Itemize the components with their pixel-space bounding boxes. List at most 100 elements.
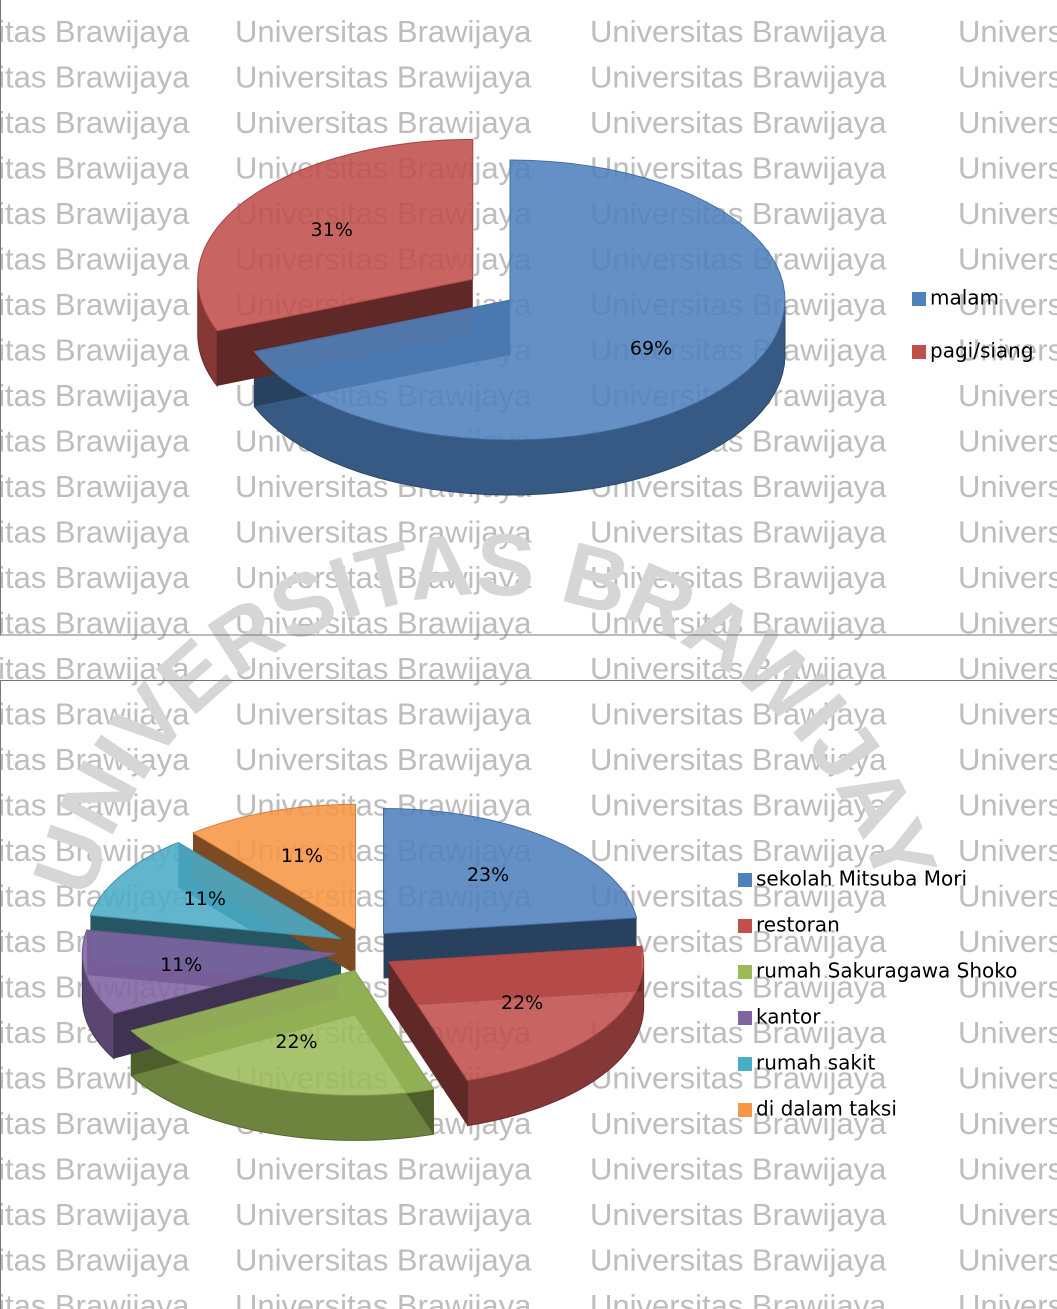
watermark-text: Universitas Brawijaya xyxy=(590,105,887,140)
watermark-text: Universitas Brawijaya xyxy=(958,60,1057,95)
chart-frame xyxy=(0,680,1057,1309)
watermark-text: Universitas Brawijaya xyxy=(235,697,532,732)
watermark-text: Universitas Brawijaya xyxy=(235,1152,532,1187)
legend-label: malam xyxy=(930,286,999,310)
watermark-text: Universitas Brawijaya xyxy=(958,242,1057,277)
watermark-text: Universitas Brawijaya xyxy=(0,697,190,732)
watermark-text: Universitas Brawijaya xyxy=(958,833,1057,868)
watermark-text: Universitas Brawijaya xyxy=(0,14,190,49)
watermark-text: Universitas Brawijaya xyxy=(958,1061,1057,1096)
data-label: 22% xyxy=(501,992,543,1014)
data-label: 11% xyxy=(281,845,323,867)
watermark-text: Universitas Brawijaya xyxy=(958,424,1057,459)
watermark-text: Universitas Brawijaya xyxy=(0,424,190,459)
watermark-text: Universitas Brawijaya xyxy=(958,1152,1057,1187)
legend-swatch xyxy=(912,292,926,306)
legend-label: pagi/siang xyxy=(930,339,1034,363)
watermark-text: Universitas Brawijaya xyxy=(0,742,190,777)
watermark-text: Universitas Brawijaya xyxy=(958,14,1057,49)
watermark-text: Universitas Brawijaya xyxy=(958,333,1057,368)
watermark-text: Universitas Brawijaya xyxy=(958,742,1057,777)
legend-label: rumah Sakuragawa Shoko xyxy=(756,959,1017,983)
legend-label: di dalam taksi xyxy=(756,1097,897,1121)
watermark-text: Universitas Brawijaya xyxy=(0,151,190,186)
watermark-text: Universitas Brawijaya xyxy=(235,515,532,550)
slice xyxy=(387,945,645,1082)
watermark-text: Universitas Brawijaya xyxy=(0,1288,190,1309)
data-label: 11% xyxy=(184,888,226,910)
watermark-text: Universitas Brawijaya xyxy=(958,1243,1057,1278)
watermark-text: Universitas Brawijaya xyxy=(958,697,1057,732)
legend-swatch xyxy=(738,1057,752,1071)
watermark-text: Universitas Brawijaya xyxy=(958,970,1057,1005)
watermark-text: Universitas Brawijaya xyxy=(0,1197,190,1232)
watermark-text: Universitas Brawijaya xyxy=(0,60,190,95)
watermark-text: Universitas Brawijaya xyxy=(958,196,1057,231)
watermark-text: Universitas Brawijaya xyxy=(590,1243,887,1278)
watermark-text: Universitas Brawijaya xyxy=(958,1288,1057,1309)
legend-label: kantor xyxy=(756,1005,821,1029)
watermark-text: Universitas Brawijaya xyxy=(0,515,190,550)
watermark-text: Universitas Brawijaya xyxy=(0,287,190,322)
watermark-text: Universitas Brawijaya xyxy=(958,560,1057,595)
watermark-text: Universitas Brawijaya xyxy=(590,1197,887,1232)
watermark-text: Universitas Brawijaya xyxy=(590,14,887,49)
data-label: 69% xyxy=(630,337,672,359)
watermark-text: Universitas Brawijaya xyxy=(590,833,887,868)
legend-swatch xyxy=(738,919,752,933)
legend-swatch xyxy=(738,1103,752,1117)
watermark-text: Universitas Brawijaya xyxy=(0,105,190,140)
watermark-text: Universitas Brawijaya xyxy=(590,788,887,823)
legend-label: rumah sakit xyxy=(756,1051,875,1075)
watermark-text: Universitas Brawijaya xyxy=(235,105,532,140)
watermark-text: Universitas Brawijaya xyxy=(0,469,190,504)
watermark-text: Universitas Brawijaya xyxy=(235,1288,532,1309)
watermark-text: Universitas Brawijaya xyxy=(958,1106,1057,1141)
watermark-text: Universitas Brawijaya xyxy=(958,788,1057,823)
data-label: 23% xyxy=(467,864,509,886)
watermark-text: Universitas Brawijaya xyxy=(590,1152,887,1187)
slice xyxy=(130,969,435,1096)
data-label: 31% xyxy=(311,219,353,241)
legend-label: restoran xyxy=(756,913,840,937)
slice xyxy=(253,159,786,441)
legend-swatch xyxy=(738,873,752,887)
charts: 69% 31% malam pagi/siang 23% 22% 22% 11% 11% 11% s… xyxy=(81,138,1034,1141)
legend-swatch xyxy=(738,965,752,979)
watermark-text: Universitas Brawijaya xyxy=(590,742,887,777)
watermark-text: Universitas Brawijaya xyxy=(0,378,190,413)
watermark-text: Universitas Brawijaya xyxy=(235,742,532,777)
watermark-text: Universitas Brawijaya xyxy=(0,333,190,368)
watermark-text: Universitas Brawijaya xyxy=(0,1106,190,1141)
watermark-text: Universitas Brawijaya xyxy=(0,788,190,823)
slice-cut xyxy=(388,961,468,1126)
watermark-text: Universitas Brawijaya xyxy=(958,287,1057,322)
watermark-text: Universitas Brawijaya xyxy=(235,1197,532,1232)
watermark-text: Universitas Brawijaya xyxy=(0,196,190,231)
legend-swatch xyxy=(912,345,926,359)
watermark-text: Universitas Brawijaya xyxy=(0,1152,190,1187)
slice xyxy=(383,808,638,935)
watermark-text: Universitas Brawijaya xyxy=(958,924,1057,959)
watermark-text: Universitas Brawijaya xyxy=(235,14,532,49)
watermark-text: Universitas Brawijaya xyxy=(958,378,1057,413)
legend-swatch xyxy=(738,1011,752,1025)
watermark-text: Universitas Brawijaya xyxy=(590,60,887,95)
watermark-text: Universitas Brawijaya xyxy=(0,1243,190,1278)
watermark-text: Universitas Brawijaya xyxy=(958,151,1057,186)
watermark-text: Universitas Brawijaya xyxy=(590,560,887,595)
watermark-text: Universitas Brawijaya xyxy=(0,242,190,277)
watermark-text: Universitas Brawijaya xyxy=(235,60,532,95)
slice xyxy=(89,841,342,940)
watermark-text: Universitas Brawijaya xyxy=(590,697,887,732)
watermark-text: Universitas Brawijaya xyxy=(590,1288,887,1309)
data-label: 11% xyxy=(160,954,202,976)
watermark-text: Universitas Brawijaya xyxy=(235,560,532,595)
slice xyxy=(197,138,474,332)
watermark-text: Universitas Brawijaya xyxy=(958,879,1057,914)
watermark-text: Universitas Brawijaya xyxy=(235,1243,532,1278)
watermark-text: Universitas Brawijaya xyxy=(958,1197,1057,1232)
data-label: 22% xyxy=(275,1031,317,1053)
chart-frame xyxy=(0,0,1057,636)
